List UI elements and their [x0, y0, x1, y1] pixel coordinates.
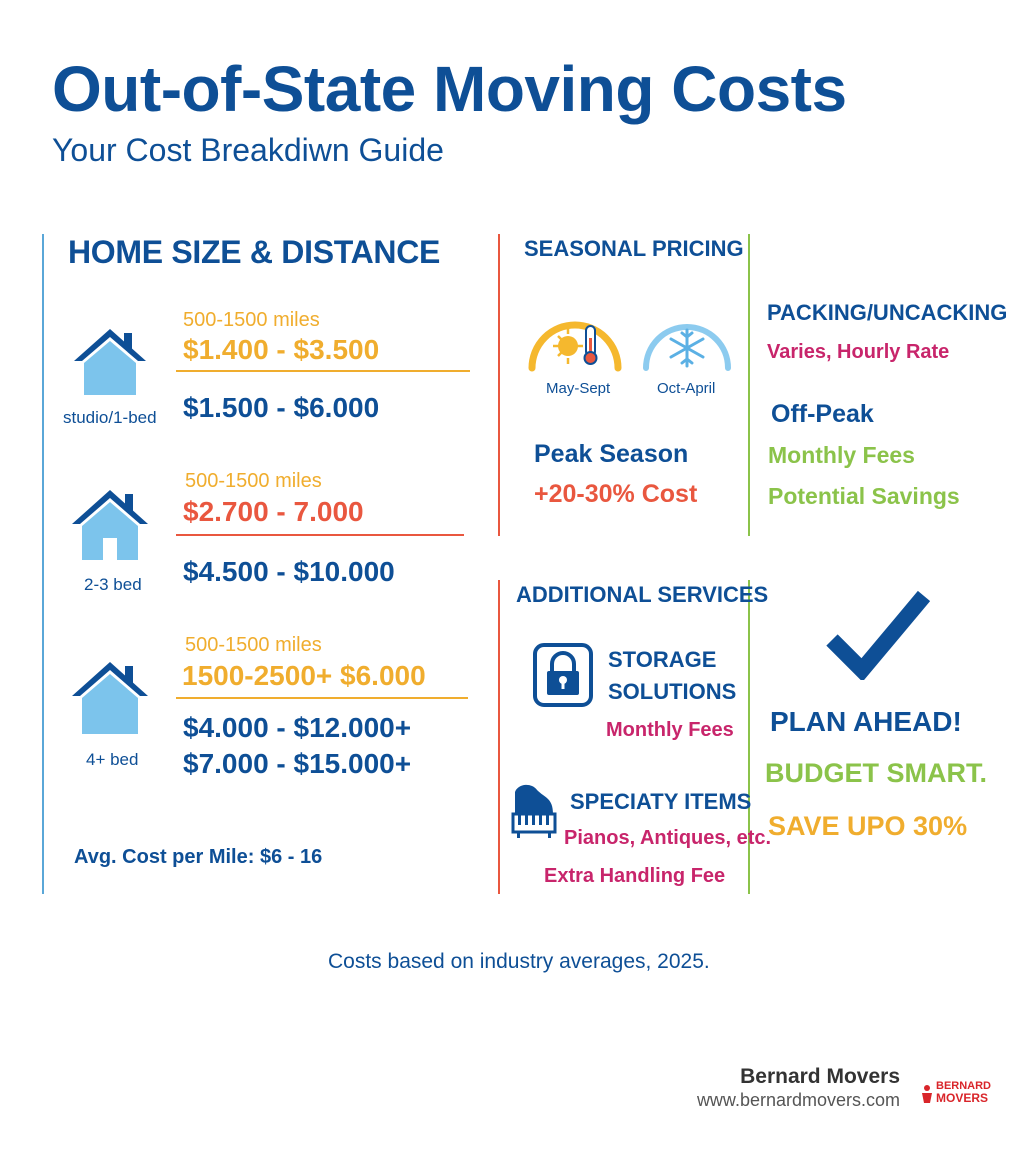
- brand-url: www.bernardmovers.com: [696, 1090, 900, 1110]
- tier-label-4-bed: 4+ bed: [86, 750, 139, 769]
- tier-divider: [176, 697, 468, 699]
- house-icon: [72, 325, 148, 397]
- seasonal-heading: SEASONAL PRICING: [524, 236, 744, 261]
- sun-thermometer-icon: [526, 302, 624, 376]
- tier-cost: $4.500 - $10.000: [183, 556, 395, 587]
- tier-label-studio: studio/1-bed: [63, 408, 157, 427]
- tier-range-label: 500-1500 miles: [183, 309, 320, 331]
- specialty-items-list: Pianos, Antiques, etc.: [564, 827, 772, 849]
- piano-icon: [511, 782, 557, 840]
- divider-middle: [498, 234, 500, 536]
- offpeak-heading: Off-Peak: [771, 400, 874, 428]
- divider-right-lower: [748, 580, 750, 894]
- logo-mover-icon: [922, 1085, 932, 1103]
- tier-cost: $7.000 - $15.000+: [183, 748, 412, 779]
- divider-middle-lower: [498, 580, 500, 894]
- checkmark-icon: [826, 588, 930, 680]
- logo-text-bottom: MOVERS: [936, 1091, 989, 1105]
- packing-heading: PACKING/UNCACKING: [767, 300, 1008, 325]
- tier-range-cost: $1.400 - $3.500: [183, 334, 380, 365]
- page-subtitle: Your Cost Breakdiwn Guide: [52, 132, 444, 168]
- budget-smart-text: BUDGET SMART.: [765, 758, 987, 788]
- tier-range-cost: $2.700 - 7.000: [183, 496, 364, 527]
- tier-cost: $1.500 - $6.000: [183, 392, 380, 423]
- snowflake-icon: [640, 302, 734, 376]
- packing-rate: Varies, Hourly Rate: [767, 341, 950, 363]
- specialty-items-heading: SPECIATY ITEMS: [570, 789, 752, 814]
- storage-line2: SOLUTIONS: [608, 679, 737, 704]
- peak-season-label: Peak Season: [534, 440, 689, 468]
- bernard-movers-logo: BERNARD MOVERS: [920, 1080, 1004, 1106]
- storage-fees: Monthly Fees: [606, 719, 734, 741]
- lock-icon: [532, 642, 594, 708]
- home-size-heading: HOME SIZE & DISTANCE: [68, 234, 441, 270]
- tier-divider: [176, 534, 464, 536]
- divider-right: [748, 234, 750, 536]
- tier-cost: $4.000 - $12.000+: [183, 712, 412, 743]
- tier-range-cost: 1500-2500+ $6.000: [182, 660, 426, 691]
- offpeak-savings: Potential Savings: [768, 483, 960, 509]
- peak-season-cost: +20-30% Cost: [534, 480, 698, 508]
- save-text: SAVE UPO 30%: [768, 811, 968, 841]
- page-title: Out-of-State Moving Costs: [52, 53, 847, 125]
- tier-label-2-3-bed: 2-3 bed: [84, 575, 142, 594]
- footer-note: Costs based on industry averages, 2025.: [328, 950, 710, 973]
- winter-months-label: Oct-April: [657, 380, 716, 397]
- tier-divider: [176, 370, 470, 372]
- tier-range-label: 500-1500 miles: [185, 470, 322, 492]
- brand-name: Bernard Movers: [740, 1065, 900, 1088]
- logo-text-top: BERNARD: [936, 1080, 991, 1092]
- specialty-handling-fee: Extra Handling Fee: [544, 865, 726, 887]
- offpeak-fees: Monthly Fees: [768, 442, 915, 468]
- summer-months-label: May-Sept: [546, 380, 611, 397]
- storage-line1: STORAGE: [608, 647, 717, 672]
- divider-left: [42, 234, 44, 894]
- plan-ahead-text: PLAN AHEAD!: [770, 706, 962, 737]
- avg-cost-per-mile: Avg. Cost per Mile: $6 - 16: [74, 846, 323, 868]
- house-icon: [70, 658, 150, 736]
- additional-services-heading: ADDITIONAL SERVICES: [516, 582, 769, 607]
- house-icon: [70, 486, 150, 562]
- tier-range-label: 500-1500 miles: [185, 634, 322, 656]
